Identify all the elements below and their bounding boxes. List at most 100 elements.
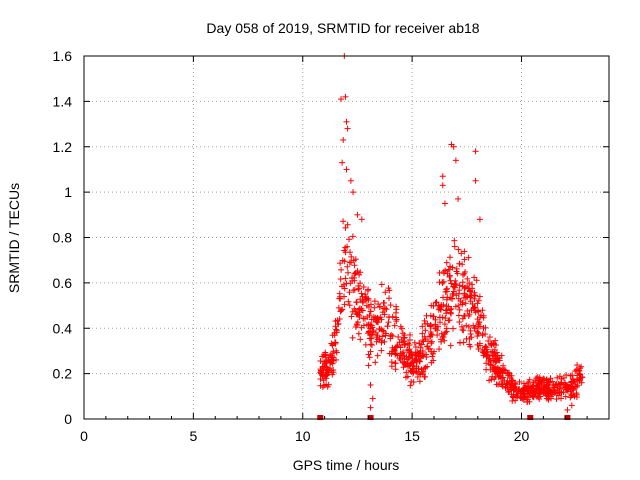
data-point <box>496 357 503 364</box>
data-point <box>458 250 465 257</box>
data-point <box>380 328 387 335</box>
data-point <box>350 287 357 294</box>
data-point <box>386 295 393 302</box>
data-point <box>441 200 448 207</box>
y-tick-label: 0.6 <box>53 275 73 291</box>
data-point <box>333 349 340 356</box>
data-point <box>451 243 458 250</box>
data-point <box>430 303 437 310</box>
data-point <box>462 300 469 307</box>
data-point <box>459 301 466 308</box>
data-point <box>369 395 376 402</box>
data-point <box>372 314 379 321</box>
data-point <box>474 308 481 315</box>
axis-ticks: 0 5 10 15 20 0 0.2 0.4 0.6 0.8 1 1.2 1.4 1.6 <box>53 48 609 444</box>
data-point <box>514 392 521 399</box>
data-point <box>442 329 449 336</box>
y-tick-label: 0 <box>64 411 72 427</box>
data-point <box>416 378 423 385</box>
data-point <box>428 340 435 347</box>
x-axis-title: GPS time / hours <box>293 457 400 473</box>
data-point <box>554 387 561 394</box>
data-point <box>397 323 404 330</box>
data-point <box>418 352 425 359</box>
data-point <box>374 352 381 359</box>
data-point <box>340 218 347 225</box>
data-point <box>372 359 379 366</box>
data-point <box>486 334 493 341</box>
y-tick-label: 0.8 <box>53 230 73 246</box>
data-point <box>382 289 389 296</box>
data-point <box>482 324 489 331</box>
data-point <box>540 390 547 397</box>
data-point <box>471 304 478 311</box>
data-point <box>442 267 449 274</box>
data-point <box>533 387 540 394</box>
data-point <box>417 371 424 378</box>
data-point <box>530 379 537 386</box>
data-point <box>476 340 483 347</box>
data-point <box>491 363 498 370</box>
data-point <box>356 285 363 292</box>
data-point <box>406 336 413 343</box>
data-point <box>376 335 383 342</box>
data-point <box>421 317 428 324</box>
data-point <box>347 177 354 184</box>
data-point <box>412 343 419 350</box>
data-point <box>461 312 468 319</box>
data-point <box>422 373 429 380</box>
data-point <box>330 348 337 355</box>
data-point <box>401 332 408 339</box>
data-point <box>459 315 466 322</box>
data-point <box>347 249 354 256</box>
data-point <box>367 341 374 348</box>
data-point <box>373 334 380 341</box>
baseline-markers <box>317 415 571 420</box>
data-point <box>456 260 463 267</box>
data-point <box>458 323 465 330</box>
data-point <box>419 337 426 344</box>
data-point <box>427 323 434 330</box>
data-point <box>358 216 365 223</box>
data-point <box>479 332 486 339</box>
data-point <box>448 305 455 312</box>
data-point <box>439 280 446 287</box>
data-point <box>456 319 463 326</box>
data-point <box>377 314 384 321</box>
data-point <box>495 381 502 388</box>
data-point <box>336 315 343 322</box>
plot-frame <box>83 55 610 420</box>
data-point <box>492 373 499 380</box>
data-point <box>341 301 348 308</box>
data-point <box>509 397 516 404</box>
baseline-marker <box>367 415 374 420</box>
data-point <box>320 365 327 372</box>
data-point <box>568 379 575 386</box>
data-point <box>399 359 406 366</box>
data-point <box>329 341 336 348</box>
data-point <box>471 324 478 331</box>
data-point <box>354 211 361 218</box>
data-point <box>450 325 457 332</box>
data-point <box>430 313 437 320</box>
data-point <box>441 321 448 328</box>
data-point <box>439 182 446 189</box>
data-point <box>433 299 440 306</box>
data-point <box>426 345 433 352</box>
y-tick-label: 1 <box>64 184 72 200</box>
data-point <box>568 402 575 409</box>
data-point <box>419 353 426 360</box>
data-point <box>421 365 428 372</box>
data-point <box>485 355 492 362</box>
data-point <box>364 330 371 337</box>
data-point <box>444 294 451 301</box>
data-point <box>387 302 394 309</box>
data-point <box>456 282 463 289</box>
data-point <box>332 318 339 325</box>
y-tick-label: 1.2 <box>53 139 73 155</box>
data-point <box>436 269 443 276</box>
data-point <box>461 290 468 297</box>
data-point <box>512 383 519 390</box>
data-point <box>337 260 344 267</box>
data-point <box>343 280 350 287</box>
